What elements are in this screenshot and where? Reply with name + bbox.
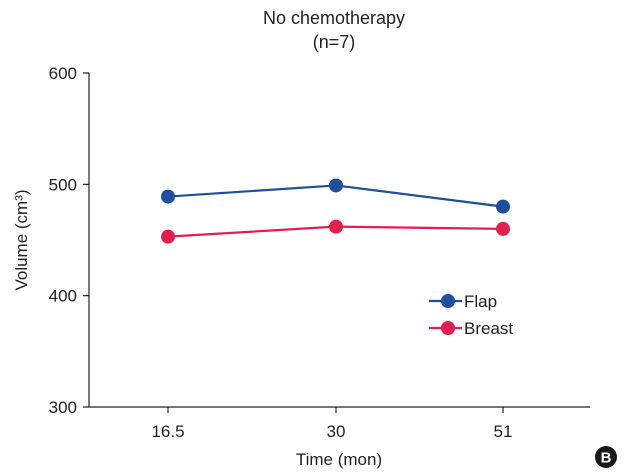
x-axis-label: Time (mon) <box>296 450 382 469</box>
x-tick-label: 51 <box>494 422 513 441</box>
legend: Flap Breast <box>429 292 513 338</box>
y-tick-label: 400 <box>49 287 77 306</box>
data-point-flap <box>496 199 510 214</box>
data-point-flap <box>329 178 343 193</box>
y-tick-label: 500 <box>49 175 77 194</box>
legend-marker-breast <box>441 321 455 335</box>
data-point-flap <box>161 189 175 204</box>
data-point-breast <box>161 229 175 244</box>
y-axis-label: Volume (cm³) <box>12 189 31 290</box>
legend-marker-flap <box>441 294 455 308</box>
data-point-breast <box>329 219 343 234</box>
legend-label-flap: Flap <box>464 292 497 311</box>
panel-letter: B <box>601 450 612 467</box>
panel-badge-icon <box>595 446 617 468</box>
x-tick-label: 30 <box>327 422 346 441</box>
chart-subtitle: (n=7) <box>313 32 356 52</box>
y-tick-label: 300 <box>49 398 77 417</box>
x-tick-label: 16.5 <box>151 422 184 441</box>
y-tick-label: 600 <box>49 64 77 83</box>
data-point-breast <box>496 221 510 236</box>
legend-label-breast: Breast <box>464 319 513 338</box>
x-axis-ticks: 16.5 30 51 <box>151 407 512 441</box>
y-axis-ticks: 300 400 500 600 <box>49 64 89 417</box>
chart-title: No chemotherapy <box>263 8 405 28</box>
series-layer <box>161 178 510 244</box>
